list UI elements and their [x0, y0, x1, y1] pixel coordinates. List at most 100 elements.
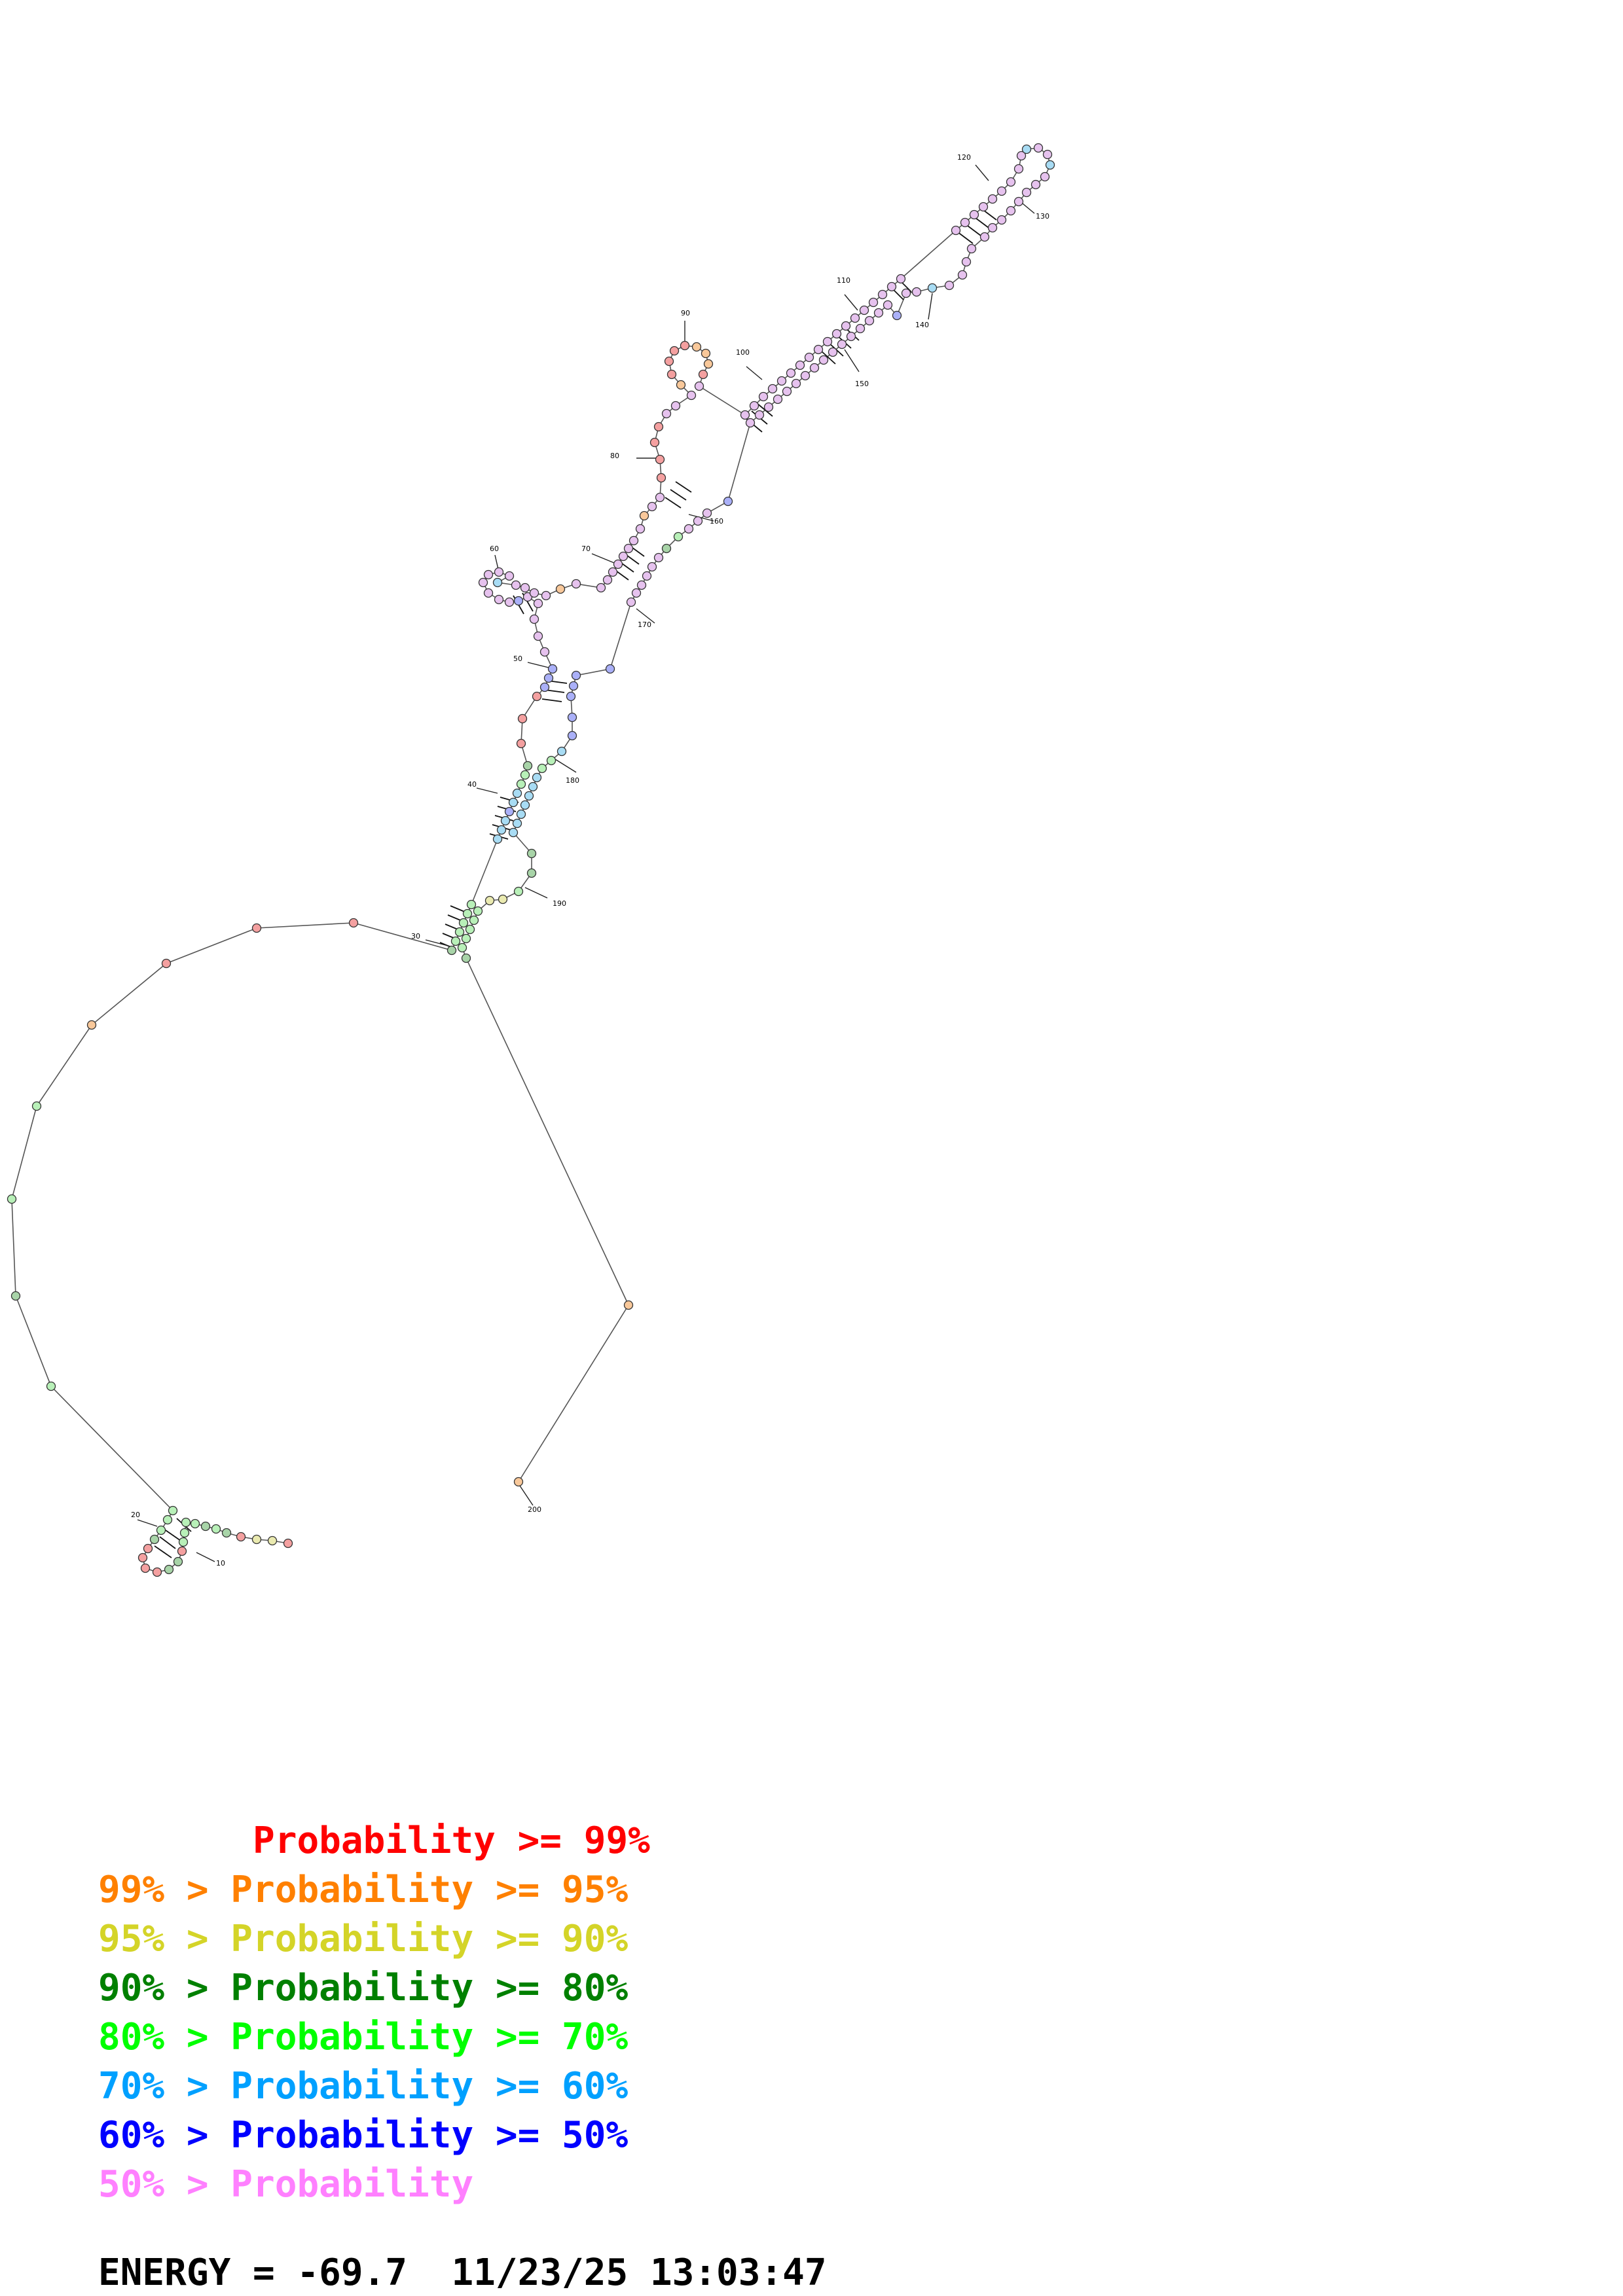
nucleotide	[1013, 196, 1024, 207]
nucleotide	[647, 501, 657, 512]
nucleotide	[596, 583, 606, 593]
nucleotide	[987, 223, 998, 233]
nucleotide	[566, 691, 576, 702]
nucleotide	[516, 779, 526, 789]
nucleotide	[149, 1534, 160, 1545]
nucleotide	[694, 381, 704, 391]
nucleotide	[966, 243, 977, 254]
nucleotide	[539, 682, 550, 692]
nucleotide	[642, 571, 652, 581]
legend-label: Probability	[230, 2163, 474, 2206]
nucleotide	[539, 647, 550, 657]
nucleotide	[883, 300, 893, 310]
nucleotide	[686, 390, 697, 401]
nucleotide	[944, 280, 955, 291]
nucleotide	[492, 577, 503, 588]
nucleotide	[526, 868, 537, 878]
nucleotide	[666, 369, 677, 380]
nucleotide	[703, 359, 714, 369]
legend-row: 99% > Probability >= 95%	[98, 1872, 628, 1909]
nucleotide	[618, 551, 629, 562]
nucleotide	[571, 579, 581, 589]
nucleotide	[546, 755, 556, 766]
nucleotide	[635, 524, 646, 534]
nucleotide	[649, 437, 660, 448]
energy-label: ENERGY =	[98, 2251, 297, 2294]
legend-row: 90% > Probability >= 80%	[98, 1970, 628, 2007]
nucleotide	[868, 297, 879, 308]
legend-label: Probability >= 99%	[253, 1820, 650, 1862]
energy-footer: ENERGY = -69.7 11/23/25 13:03:47	[98, 2251, 827, 2294]
nucleotide	[152, 1567, 162, 1577]
legend-row: 70% > Probability >= 60%	[98, 2068, 628, 2105]
nucleotide	[673, 531, 684, 542]
position-label: 20	[131, 1511, 140, 1519]
position-tick	[524, 887, 548, 899]
nucleotide	[529, 614, 539, 624]
nucleotide	[763, 402, 774, 412]
nucleotide	[532, 691, 542, 702]
nucleotide	[516, 809, 526, 819]
base-pair-bond	[820, 350, 836, 365]
nucleotide	[749, 401, 759, 411]
nucleotide	[522, 761, 533, 771]
legend-label: Probability >= 50%	[230, 2114, 629, 2157]
legend-row: 50% > Probability	[98, 2166, 473, 2203]
nucleotide	[656, 473, 666, 483]
nucleotide	[168, 1505, 178, 1516]
legend-label: Probability >= 70%	[230, 2016, 629, 2058]
nucleotide	[547, 664, 558, 674]
position-tick	[527, 662, 549, 668]
nucleotide	[484, 895, 495, 906]
nucleotide	[653, 552, 664, 563]
nucleotide	[1006, 206, 1016, 216]
nucleotide	[143, 1543, 153, 1554]
base-pair-bond	[675, 481, 692, 493]
nucleotide	[1021, 187, 1032, 198]
nucleotide	[701, 348, 711, 359]
nucleotide	[520, 770, 530, 780]
nucleotide-layer	[7, 143, 1055, 1577]
nucleotide	[533, 598, 543, 609]
legend-row: 60% > Probability >= 50%	[98, 2117, 628, 2154]
nucleotide	[529, 588, 539, 598]
nucleotide	[567, 730, 577, 741]
nucleotide	[31, 1101, 42, 1111]
nucleotide	[1045, 160, 1055, 170]
nucleotide	[873, 308, 884, 318]
position-label: 160	[710, 517, 723, 526]
nucleotide	[348, 918, 359, 928]
base-pair-bond	[756, 403, 773, 417]
position-label: 60	[490, 545, 499, 553]
position-tick	[519, 1485, 534, 1506]
nucleotide	[680, 340, 690, 351]
position-label: 120	[957, 153, 971, 162]
legend-label: Probability >= 60%	[230, 2065, 629, 2108]
nucleotide	[567, 712, 577, 723]
nucleotide	[267, 1535, 278, 1546]
nucleotide	[177, 1546, 187, 1556]
nucleotide	[631, 588, 642, 598]
nucleotide	[496, 825, 507, 835]
nucleotide	[655, 492, 665, 503]
nucleotide	[513, 596, 524, 606]
nucleotide	[555, 584, 566, 594]
nucleotide	[156, 1525, 166, 1535]
position-tick	[844, 294, 858, 311]
nucleotide	[1030, 179, 1041, 190]
nucleotide	[447, 945, 457, 956]
nucleotide	[896, 274, 906, 284]
nucleotide	[211, 1524, 221, 1534]
nucleotide	[661, 543, 672, 554]
nucleotide	[478, 577, 488, 588]
nucleotide	[498, 894, 508, 905]
nucleotide	[773, 394, 783, 404]
nucleotide	[987, 194, 998, 204]
position-label: 190	[553, 899, 566, 908]
nucleotide	[1013, 164, 1024, 174]
nucleotide	[173, 1556, 183, 1567]
legend-threshold: 80% >	[98, 2016, 231, 2058]
position-tick	[425, 939, 451, 947]
nucleotide	[653, 422, 664, 432]
